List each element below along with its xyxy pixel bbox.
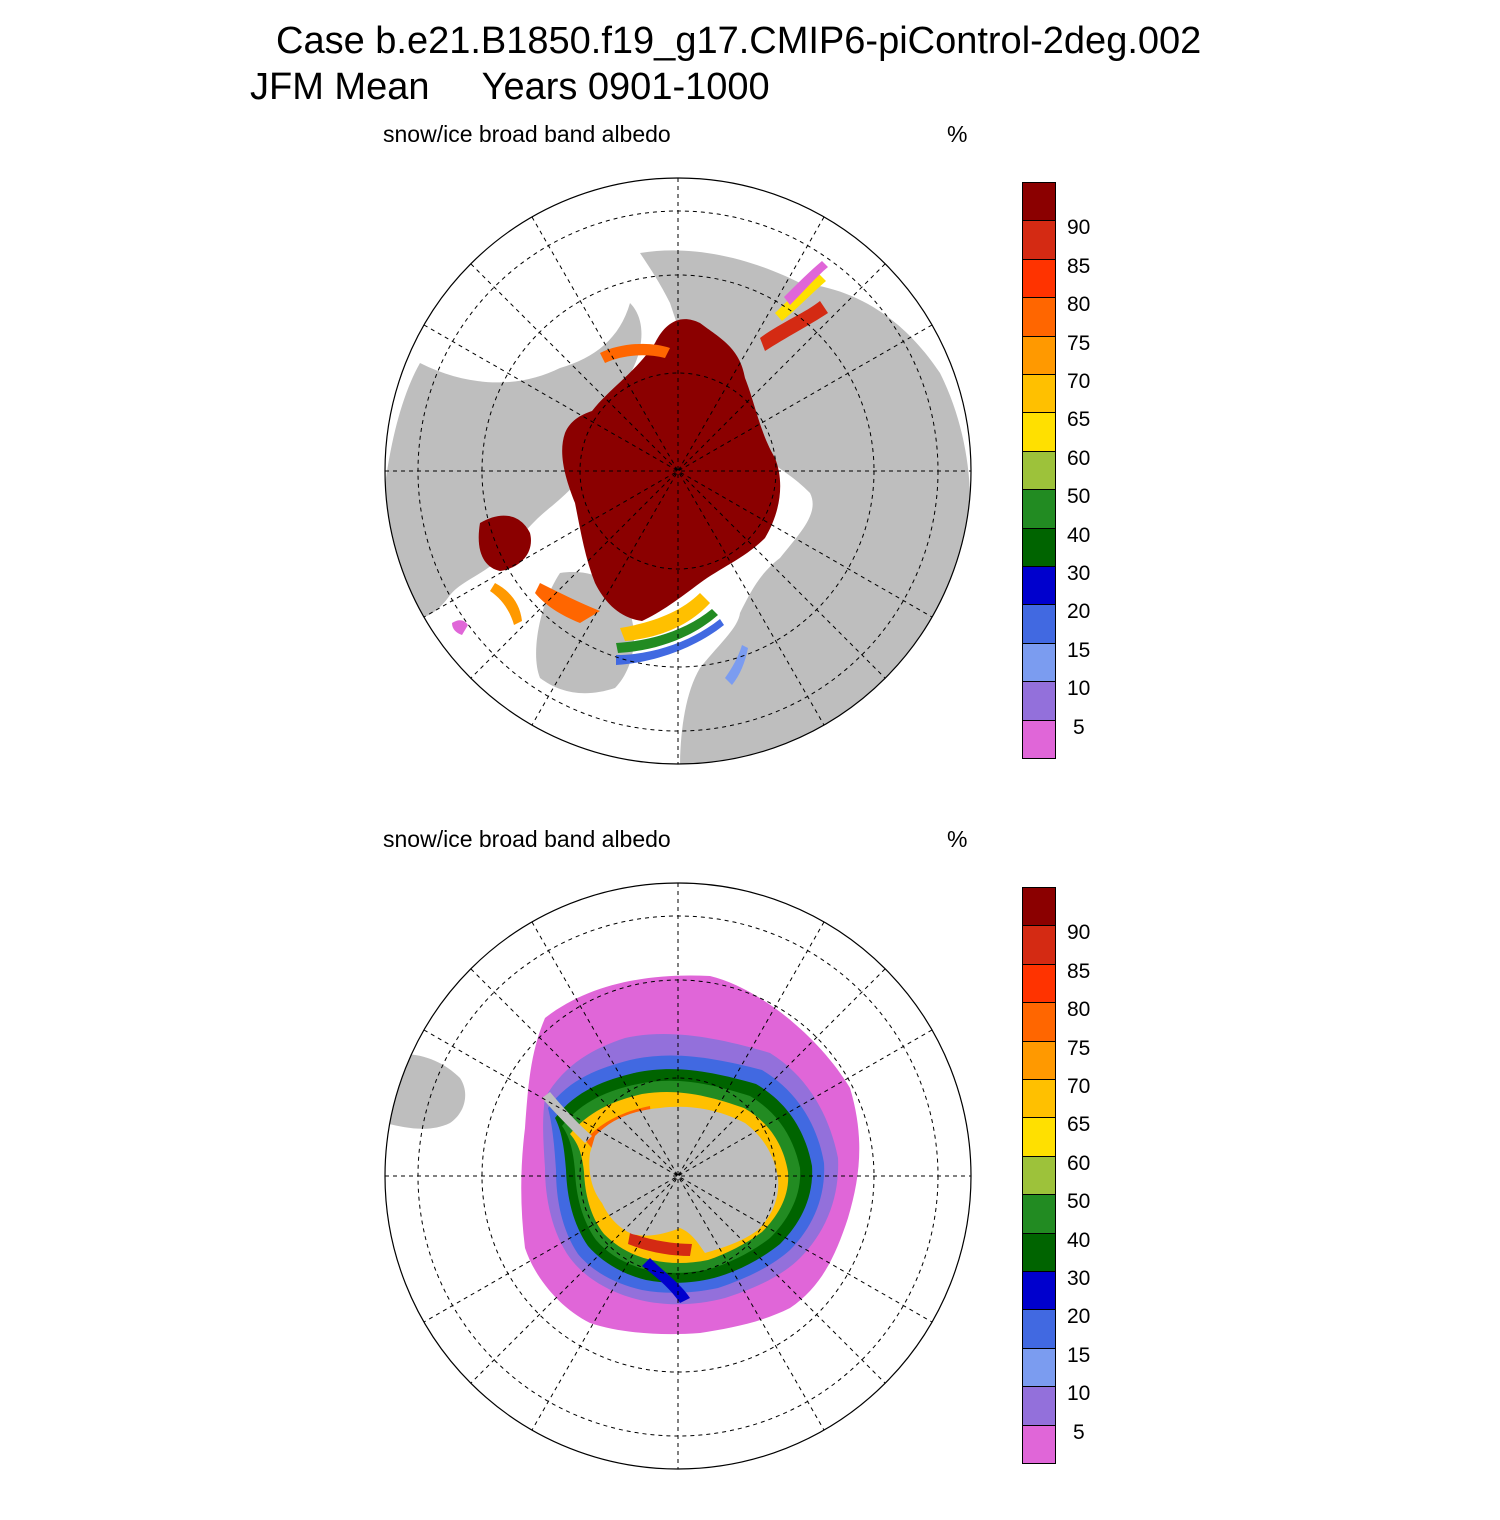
north-units-label: % xyxy=(947,121,968,147)
north-colorbar-box xyxy=(1022,681,1056,721)
north-colorbar-tick-label: 15 xyxy=(1067,638,1091,662)
south-colorbar-box xyxy=(1022,1117,1056,1157)
south-colorbar-box xyxy=(1022,1424,1056,1464)
south-colorbar-box xyxy=(1022,925,1056,965)
north-colorbar-box xyxy=(1022,604,1056,644)
north-colorbar-box xyxy=(1022,642,1056,683)
south-colorbar-tick-label: 70 xyxy=(1067,1075,1091,1098)
north-colorbar-tick-label: 90 xyxy=(1067,216,1091,240)
north-colorbar-tick-label: 70 xyxy=(1067,370,1091,393)
south-colorbar-box xyxy=(1022,1232,1056,1272)
south-colorbar-box xyxy=(1022,1194,1056,1234)
south-colorbar-tick-label: 10 xyxy=(1067,1382,1091,1406)
north-colorbar-tick-label: 85 xyxy=(1067,254,1091,278)
south-colorbar-box xyxy=(1022,1309,1056,1349)
north-colorbar-tick-label: 20 xyxy=(1067,600,1091,624)
south-colorbar-box xyxy=(1022,1040,1056,1080)
north-graticule xyxy=(385,178,971,764)
south-colorbar-box xyxy=(1022,1347,1056,1388)
north-colorbar-box xyxy=(1022,719,1056,759)
south-colorbar-box xyxy=(1022,963,1056,1004)
south-colorbar-tick-label: 75 xyxy=(1067,1036,1091,1060)
south-colorbar-box xyxy=(1022,1271,1056,1311)
south-hemisphere-panel: snow/ice broad band albedo % xyxy=(0,820,1500,1520)
north-colorbar-box xyxy=(1022,220,1056,260)
north-colorbar-box xyxy=(1022,566,1056,606)
south-polar-map xyxy=(384,882,972,1470)
north-colorbar-box xyxy=(1022,258,1056,299)
south-colorbar-tick-label: 65 xyxy=(1067,1113,1091,1137)
south-colorbar-box xyxy=(1022,1002,1056,1042)
north-colorbar-tick-label: 5 xyxy=(1073,715,1085,739)
north-colorbar: 90 85 80 75 70 65 60 50 40 30 20 15 10 5 xyxy=(1022,182,1090,759)
south-colorbar-box xyxy=(1022,1079,1056,1119)
north-colorbar-tick-label: 65 xyxy=(1067,408,1091,432)
north-colorbar-tick-label: 60 xyxy=(1067,446,1091,470)
north-colorbar-tick-label: 75 xyxy=(1067,331,1091,355)
figure-title-line-1: Case b.e21.B1850.f19_g17.CMIP6-piControl… xyxy=(276,20,1202,62)
south-variable-label: snow/ice broad band albedo xyxy=(383,826,671,852)
antarctic-peninsula xyxy=(542,1092,592,1143)
south-colorbar-box xyxy=(1022,887,1056,927)
north-map-boundary xyxy=(384,177,972,765)
south-map-boundary xyxy=(384,882,972,1470)
south-colorbar-tick-label: 85 xyxy=(1067,959,1091,983)
south-colorbar: 90 85 80 75 70 65 60 50 40 30 20 15 10 5 xyxy=(1022,887,1090,1464)
north-colorbar-box xyxy=(1022,182,1056,222)
north-colorbar-box xyxy=(1022,297,1056,337)
south-colorbar-tick-label: 50 xyxy=(1067,1190,1091,1214)
south-graticule xyxy=(385,883,971,1469)
north-colorbar-tick-label: 40 xyxy=(1067,523,1091,547)
north-hemisphere-panel: snow/ice broad band albedo % xyxy=(0,115,1500,815)
north-colorbar-tick-label: 50 xyxy=(1067,485,1091,509)
south-colorbar-tick-label: 20 xyxy=(1067,1305,1091,1329)
north-polar-map xyxy=(384,177,972,765)
south-units-label: % xyxy=(947,826,968,852)
south-colorbar-tick-label: 5 xyxy=(1073,1420,1085,1444)
south-colorbar-tick-label: 15 xyxy=(1067,1343,1091,1367)
figure-title-line-2: JFM Mean Years 0901-1000 xyxy=(250,66,770,108)
south-colorbar-tick-label: 80 xyxy=(1067,998,1091,1022)
north-colorbar-tick-label: 30 xyxy=(1067,562,1091,585)
north-colorbar-tick-label: 10 xyxy=(1067,677,1091,701)
north-variable-label: snow/ice broad band albedo xyxy=(383,121,671,147)
south-colorbar-tick-label: 30 xyxy=(1067,1267,1091,1290)
south-colorbar-tick-label: 90 xyxy=(1067,921,1091,945)
north-colorbar-box xyxy=(1022,450,1056,491)
north-colorbar-box xyxy=(1022,412,1056,452)
south-colorbar-box xyxy=(1022,1386,1056,1426)
north-colorbar-box xyxy=(1022,489,1056,529)
south-colorbar-tick-label: 60 xyxy=(1067,1151,1091,1175)
north-colorbar-box xyxy=(1022,374,1056,414)
north-colorbar-tick-label: 80 xyxy=(1067,293,1091,317)
north-colorbar-box xyxy=(1022,335,1056,375)
south-colorbar-box xyxy=(1022,1155,1056,1196)
north-colorbar-box xyxy=(1022,527,1056,567)
south-colorbar-tick-label: 40 xyxy=(1067,1228,1091,1252)
